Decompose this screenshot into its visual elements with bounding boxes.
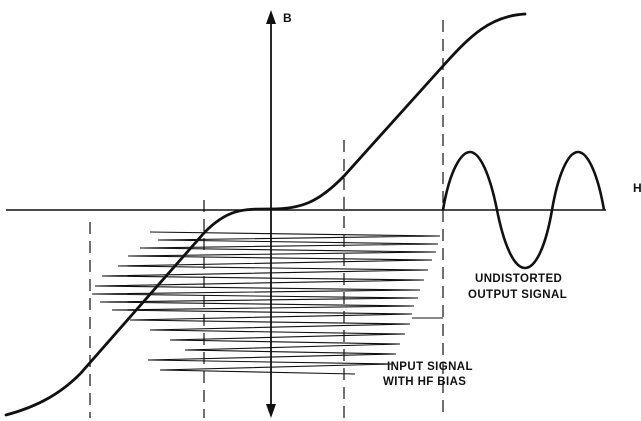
h-axis-label: H — [633, 181, 641, 195]
b-axis-label: B — [283, 11, 292, 25]
input-signal-caption-line-1: INPUT SIGNAL — [387, 361, 473, 373]
output-sine-wave — [441, 150, 606, 270]
input-signal-caption: INPUT SIGNAL WITH HF BIAS — [383, 361, 473, 388]
input-signal-hf-bias — [91, 231, 441, 375]
output-signal-caption-line-2: OUTPUT SIGNAL — [468, 289, 567, 301]
output-signal-caption-line-1: UNDISTORTED — [475, 273, 562, 285]
input-signal-caption-line-2: WITH HF BIAS — [383, 376, 466, 388]
transfer-curve — [4, 12, 527, 417]
output-signal-caption: UNDISTORTED OUTPUT SIGNAL — [468, 273, 567, 301]
guide-lines — [89, 20, 444, 418]
b-axis-arrow-up — [266, 10, 276, 24]
b-axis-arrow-down — [266, 404, 276, 418]
